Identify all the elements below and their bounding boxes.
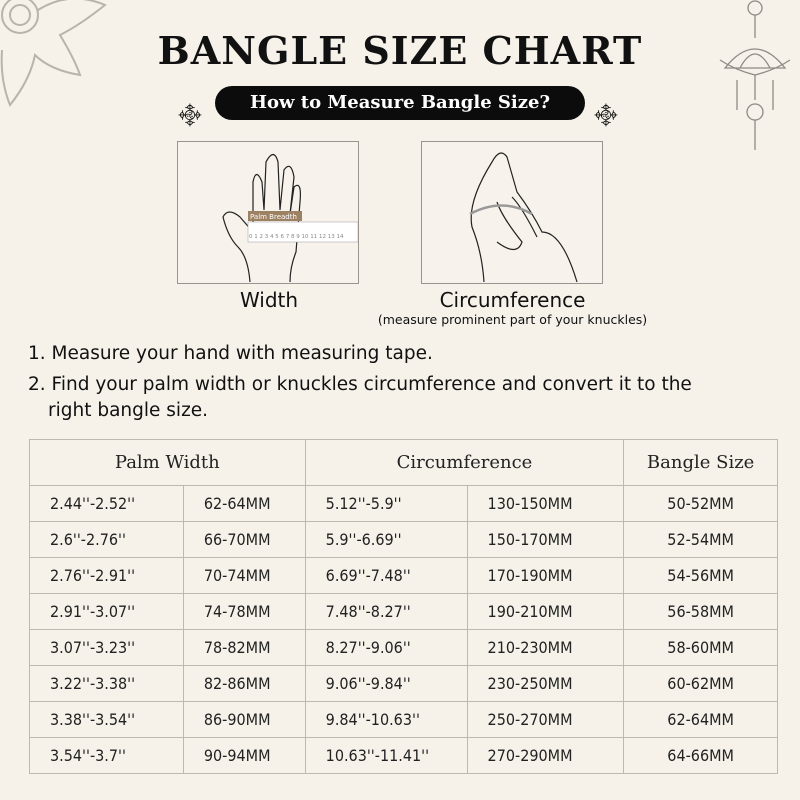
palm-width-inches: 3.22''-3.38''	[29, 665, 184, 702]
table-row: 3.38''-3.54'' 86-90MM 9.84''-10.63'' 250-27…	[29, 701, 778, 738]
width-illustration: Palm Breadth 0 1 2 3 4 5 6 7 8 9 10 11 1…	[177, 141, 359, 284]
palm-width-mm: 74-78MM	[182, 593, 306, 630]
circumference-inches: 9.06''-9.84''	[304, 665, 468, 702]
swirl-ornament-left-icon: ࿇	[178, 100, 202, 130]
circumference-note: (measure prominent part of your knuckles…	[377, 312, 648, 327]
table-header-row: Palm Width Circumference Bangle Size	[29, 439, 778, 486]
circumference-mm: 150-170MM	[466, 521, 625, 558]
palm-width-inches: 3.38''-3.54''	[29, 701, 184, 738]
table-row: 2.76''-2.91'' 70-74MM 6.69''-7.48'' 170-190…	[29, 557, 778, 594]
bangle-size: 64-66MM	[623, 737, 778, 774]
hand-knuckles-icon	[469, 152, 578, 283]
table-row: 2.91''-3.07'' 74-78MM 7.48''-8.27'' 190-210…	[29, 593, 778, 630]
circumference-inches: 9.84''-10.63''	[304, 701, 468, 738]
circumference-mm: 130-150MM	[466, 485, 625, 522]
palm-width-mm: 62-64MM	[182, 485, 306, 522]
header-circumference: Circumference	[304, 439, 625, 486]
bangle-size: 56-58MM	[623, 593, 778, 630]
step-2: 2. Find your palm width or knuckles circ…	[28, 374, 692, 395]
circumference-mm: 230-250MM	[466, 665, 625, 702]
palm-width-inches: 2.44''-2.52''	[29, 485, 184, 522]
bangle-size: 60-62MM	[623, 665, 778, 702]
palm-width-mm: 66-70MM	[182, 521, 306, 558]
circumference-inches: 7.48''-8.27''	[304, 593, 468, 630]
table-row: 2.6''-2.76'' 66-70MM 5.9''-6.69'' 150-170MM…	[29, 521, 778, 558]
bangle-size: 58-60MM	[623, 629, 778, 666]
palm-width-inches: 2.91''-3.07''	[29, 593, 184, 630]
swirl-ornament-right-icon: ࿇	[594, 100, 618, 130]
table-row: 3.22''-3.38'' 82-86MM 9.06''-9.84'' 230-250…	[29, 665, 778, 702]
circumference-mm: 210-230MM	[466, 629, 625, 666]
palm-width-mm: 86-90MM	[182, 701, 306, 738]
hand-palm-icon: Palm Breadth 0 1 2 3 4 5 6 7 8 9 10 11 1…	[222, 153, 359, 283]
palm-width-inches: 3.07''-3.23''	[29, 629, 184, 666]
palm-width-inches: 3.54''-3.7''	[29, 737, 184, 774]
bangle-size: 54-56MM	[623, 557, 778, 594]
circumference-inches: 5.12''-5.9''	[304, 485, 468, 522]
header-bangle-size: Bangle Size	[623, 439, 778, 486]
bangle-size: 62-64MM	[623, 701, 778, 738]
size-chart-table: Palm Width Circumference Bangle Size 2.4…	[29, 439, 778, 774]
step-1: 1. Measure your hand with measuring tape…	[28, 343, 433, 364]
step-2-continued: right bangle size.	[48, 400, 209, 421]
bangle-size: 50-52MM	[623, 485, 778, 522]
palm-width-inches: 2.6''-2.76''	[29, 521, 184, 558]
circumference-mm: 190-210MM	[466, 593, 625, 630]
table-row: 3.54''-3.7'' 90-94MM 10.63''-11.41'' 270-29…	[29, 737, 778, 774]
page-title: BANGLE SIZE CHART	[157, 28, 643, 73]
circumference-mm: 270-290MM	[466, 737, 625, 774]
table-row: 3.07''-3.23'' 78-82MM 8.27''-9.06'' 210-230…	[29, 629, 778, 666]
lotus-hanging-decoration	[719, 0, 791, 150]
circumference-caption: Circumference	[439, 288, 586, 312]
width-caption: Width	[239, 288, 299, 312]
palm-width-mm: 90-94MM	[182, 737, 306, 774]
palm-width-mm: 70-74MM	[182, 557, 306, 594]
header-palm-width: Palm Width	[29, 439, 306, 486]
circumference-inches: 10.63''-11.41''	[304, 737, 468, 774]
circumference-inches: 6.69''-7.48''	[304, 557, 468, 594]
palm-width-inches: 2.76''-2.91''	[29, 557, 184, 594]
palm-width-mm: 82-86MM	[182, 665, 306, 702]
table-row: 2.44''-2.52'' 62-64MM 5.12''-5.9'' 130-150M…	[29, 485, 778, 522]
circumference-inches: 5.9''-6.69''	[304, 521, 468, 558]
ruler-ticks: 0 1 2 3 4 5 6 7 8 9 10 11 12 13 14	[249, 234, 344, 240]
ruler-label: Palm Breadth	[250, 213, 297, 221]
circumference-mm: 170-190MM	[466, 557, 625, 594]
mandala-corner-decoration	[0, 0, 107, 107]
circumference-inches: 8.27''-9.06''	[304, 629, 468, 666]
circumference-illustration	[421, 141, 603, 284]
subtitle-banner: How to Measure Bangle Size?	[215, 86, 585, 120]
bangle-size: 52-54MM	[623, 521, 778, 558]
palm-width-mm: 78-82MM	[182, 629, 306, 666]
circumference-mm: 250-270MM	[466, 701, 625, 738]
